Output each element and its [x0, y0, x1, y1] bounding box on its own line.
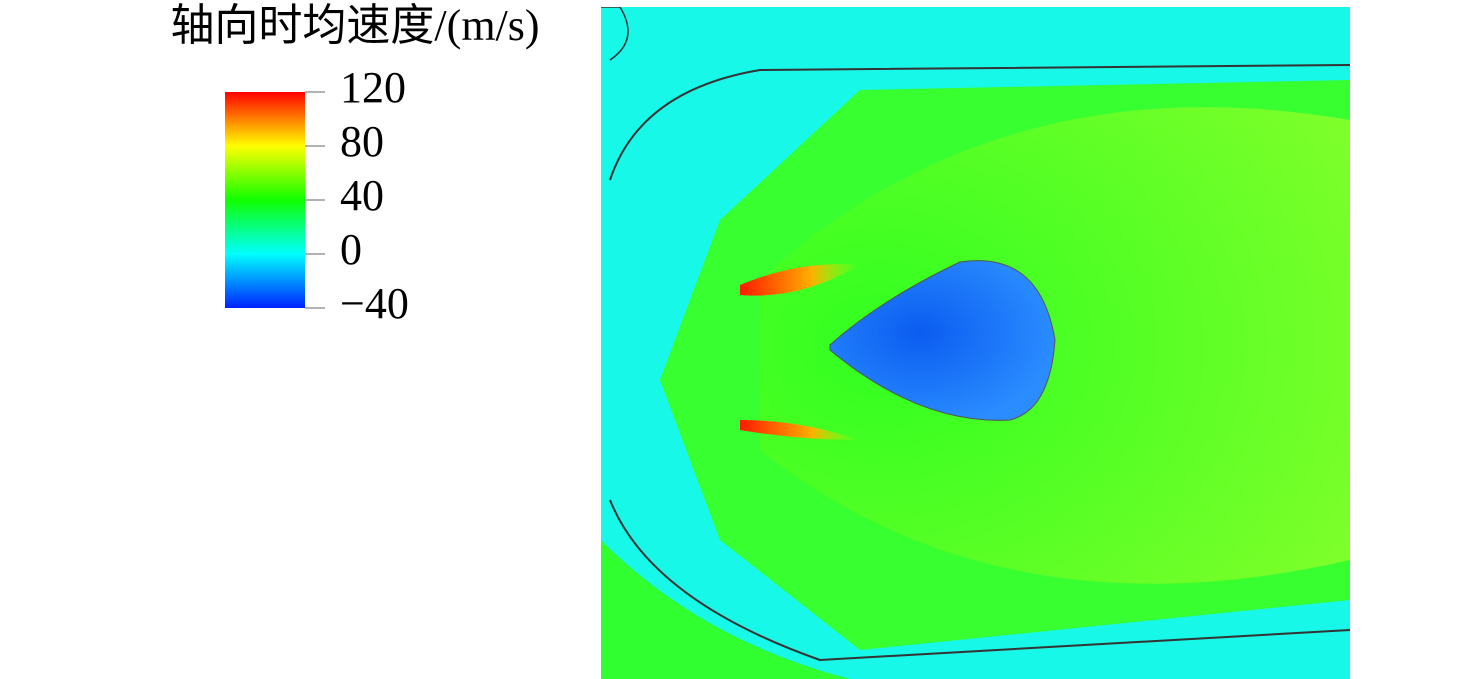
colorbar-tick-label: 120 — [340, 63, 406, 112]
colorbar-body — [225, 92, 305, 308]
colorbar-tick-label: 40 — [340, 171, 384, 220]
colorbar-tick-label: 0 — [340, 225, 362, 274]
velocity-field — [601, 7, 1350, 679]
colorbar-title: 轴向时均速度/(m/s) — [170, 1, 539, 50]
colorbar-tick-label: 80 — [340, 117, 384, 166]
colorbar: −40 0 40 80 120 — [225, 63, 409, 328]
colorbar-tick-label: −40 — [340, 279, 409, 328]
